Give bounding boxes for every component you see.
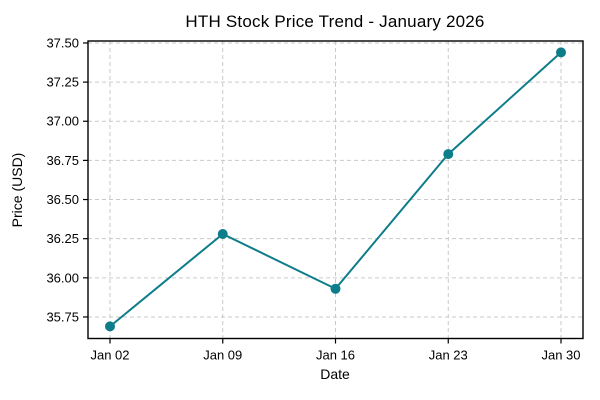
data-series: [105, 47, 566, 332]
x-axis-label: Date: [320, 366, 350, 382]
data-point: [443, 149, 454, 160]
data-point: [556, 47, 566, 58]
y-tick-label: 37.25: [46, 75, 79, 90]
x-tick-label: Jan 16: [316, 348, 355, 363]
gridlines: [88, 41, 583, 339]
data-point: [330, 283, 341, 294]
x-tick-label: Jan 09: [203, 348, 242, 363]
data-point: [105, 321, 115, 332]
x-tick-label: Jan 02: [90, 348, 129, 363]
x-tick-label: Jan 30: [541, 348, 580, 363]
y-tick-label: 36.25: [46, 231, 79, 246]
y-tick-label: 36.00: [46, 270, 79, 285]
y-tick-label: 36.75: [46, 153, 79, 168]
y-tick-label: 35.75: [46, 309, 79, 324]
x-tick-label: Jan 23: [429, 348, 468, 363]
tick-labels: 35.75 36.00 36.25 36.50 36.75 37.00 37.25 37.50…: [46, 35, 580, 362]
y-tick-label: 37.50: [46, 35, 79, 50]
plot-border: [87, 40, 584, 340]
y-axis-label: Price (USD): [9, 153, 25, 228]
chart-title: HTH Stock Price Trend - January 2026: [185, 12, 484, 31]
y-tick-label: 36.50: [46, 192, 79, 207]
axes: [83, 40, 584, 344]
data-point: [217, 228, 228, 239]
y-tick-label: 37.00: [46, 114, 79, 129]
